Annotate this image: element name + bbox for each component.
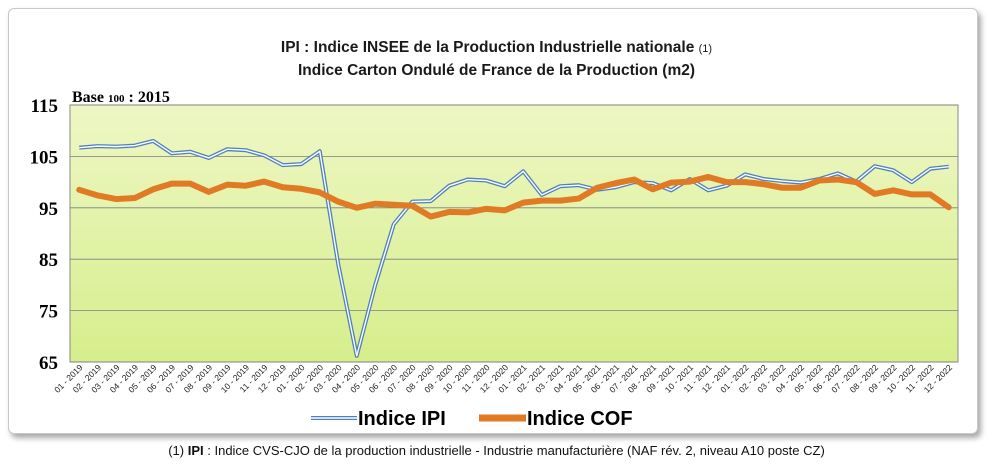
chart-title-1-note: (1): [698, 43, 713, 55]
y-tick-label: 105: [30, 147, 59, 168]
base-100: 100: [108, 93, 125, 105]
footnote-abbr: IPI: [187, 443, 204, 458]
chart-title-2: Indice Carton Ondulé de France de la Pro…: [297, 62, 696, 79]
chart-title-1: IPI : Indice INSEE de la Production Indu…: [280, 39, 695, 56]
series-line-cof: [76, 173, 952, 220]
series-lines: [76, 138, 952, 358]
base-word: Base: [72, 89, 104, 106]
y-tick-label: 115: [31, 96, 58, 117]
base-label: Base 100 : 2015: [72, 89, 170, 107]
y-tick-label: 65: [39, 353, 58, 374]
chart-title-line-2: Indice Carton Ondulé de France de la Pro…: [0, 62, 993, 80]
y-axis-ticks: 65 75 85 95 105 115: [30, 96, 59, 374]
legend: Indice IPI Indice COF: [311, 408, 633, 430]
legend-label-cof: Indice COF: [527, 408, 633, 430]
y-tick-label: 75: [39, 302, 58, 323]
y-tick-label: 85: [39, 250, 58, 271]
plot-area: [69, 104, 959, 363]
legend-label-ipi: Indice IPI: [358, 408, 446, 430]
footnote-text: : Indice CVS-CJO de la production indust…: [207, 443, 825, 458]
footnote: (1) IPI : Indice CVS-CJO de la productio…: [0, 443, 993, 458]
chart-title-line-1: IPI : Indice INSEE de la Production Indu…: [0, 39, 993, 57]
series-line-ipi-inner: [79, 140, 949, 357]
y-tick-label: 95: [39, 199, 58, 220]
footnote-marker: (1): [168, 443, 185, 458]
base-year: : 2015: [128, 89, 170, 106]
